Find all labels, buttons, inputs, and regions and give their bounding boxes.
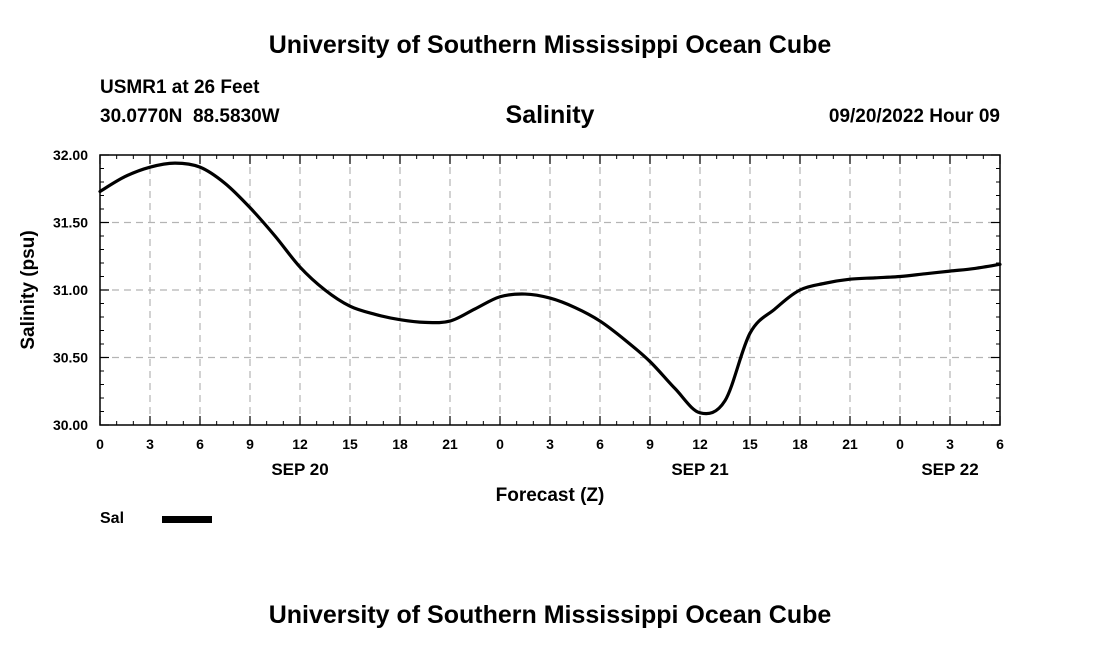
x-tick-label: 15 <box>742 436 758 452</box>
x-tick-label: 3 <box>946 436 954 452</box>
series-line-sal <box>98 161 1002 416</box>
x-tick-label: 9 <box>246 436 254 452</box>
footer-title: University of Southern Mississippi Ocean… <box>268 601 832 629</box>
x-tick-label: 18 <box>792 436 808 452</box>
x-tick-label: 6 <box>996 436 1004 452</box>
legend-swatch <box>162 516 212 523</box>
station-label: USMR1 at 26 Feet <box>100 77 260 98</box>
x-tick-label: 0 <box>96 436 104 452</box>
plot-frame <box>99 154 1001 426</box>
x-tick-label: 3 <box>546 436 554 452</box>
x-tick-label: 12 <box>692 436 708 452</box>
x-tick-label: 0 <box>896 436 904 452</box>
x-tick-label: 21 <box>842 436 858 452</box>
date-label: SEP 21 <box>671 460 728 479</box>
y-tick-label: 30.00 <box>53 417 88 433</box>
forecast-datetime: 09/20/2022 Hour 09 <box>828 106 1000 127</box>
coordinates-label: 30.0770N 88.5830W <box>100 106 280 127</box>
x-tick-label: 3 <box>146 436 154 452</box>
x-tick-label: 9 <box>646 436 654 452</box>
x-tick-label: 12 <box>292 436 308 452</box>
x-tick-label: 21 <box>442 436 458 452</box>
x-tick-label: 15 <box>342 436 358 452</box>
x-tick-label: 0 <box>496 436 504 452</box>
y-tick-label: 32.00 <box>53 147 88 163</box>
y-tick-label: 31.00 <box>53 282 88 298</box>
y-tick-label: 31.50 <box>53 215 88 231</box>
y-axis-label: Salinity (psu) <box>18 230 39 349</box>
legend-label: Sal <box>100 510 125 527</box>
page-title: University of Southern Mississippi Ocean… <box>268 31 832 59</box>
x-tick-label: 6 <box>196 436 204 452</box>
date-label: SEP 20 <box>271 460 328 479</box>
date-label: SEP 22 <box>921 460 978 479</box>
x-tick-label: 18 <box>392 436 408 452</box>
y-tick-label: 30.50 <box>53 350 88 366</box>
chart-title: Salinity <box>505 101 595 129</box>
x-tick-label: 6 <box>596 436 604 452</box>
x-axis-label: Forecast (Z) <box>496 485 605 506</box>
